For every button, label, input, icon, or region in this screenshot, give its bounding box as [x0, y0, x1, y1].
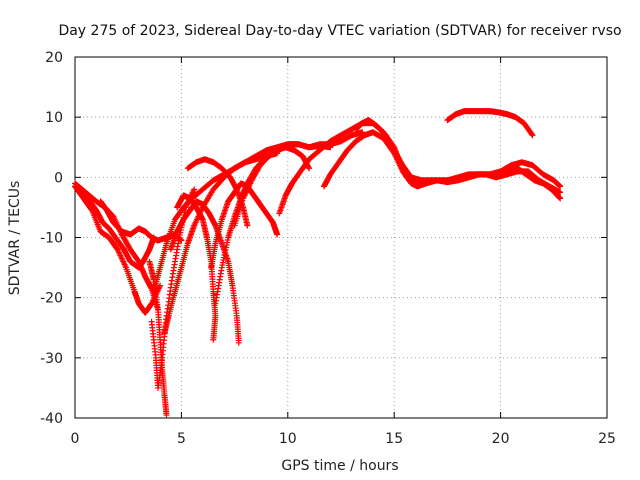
- y-axis-label: SDTVAR / TECUs: [7, 181, 23, 296]
- series-track-18: [444, 108, 536, 139]
- series-track-17: [352, 117, 564, 196]
- data-point: [557, 183, 564, 190]
- x-tick-label: 0: [71, 431, 80, 447]
- data-point: [191, 186, 198, 193]
- data-point: [210, 336, 217, 343]
- data-point: [274, 231, 281, 238]
- axis-ticks: 0 5 10 15 20 25 -40 -30 -20 -10 0 10 20: [40, 50, 616, 447]
- x-tick-label: 10: [279, 431, 297, 447]
- x-tick-label: 5: [177, 431, 186, 447]
- y-tick-label: -40: [40, 411, 63, 427]
- chart-title: Day 275 of 2023, Sidereal Day-to-day VTE…: [58, 23, 621, 39]
- data-point: [556, 194, 563, 201]
- x-tick-label: 15: [385, 431, 403, 447]
- series-track-9: [167, 198, 242, 346]
- y-tick-label: -30: [40, 351, 63, 367]
- y-tick-label: -10: [40, 231, 63, 247]
- data-point: [235, 339, 242, 346]
- data-point: [557, 195, 564, 202]
- data-point: [163, 411, 170, 418]
- y-tick-label: 10: [45, 110, 63, 126]
- series-track-12: [208, 180, 281, 271]
- data-point: [306, 165, 313, 172]
- series-track-2: [72, 183, 164, 316]
- y-tick-label: -20: [40, 291, 63, 307]
- data-point: [529, 132, 536, 139]
- x-tick-label: 25: [598, 431, 616, 447]
- data-point: [244, 222, 251, 229]
- x-axis-label: GPS time / hours: [281, 458, 398, 474]
- y-tick-label: 20: [45, 50, 63, 66]
- series-track-1: [72, 183, 157, 271]
- y-tick-label: 0: [54, 170, 63, 186]
- data-series: [72, 108, 564, 418]
- data-point: [528, 131, 535, 138]
- x-tick-label: 20: [492, 431, 510, 447]
- series-track-10: [174, 192, 219, 343]
- data-point: [557, 189, 564, 196]
